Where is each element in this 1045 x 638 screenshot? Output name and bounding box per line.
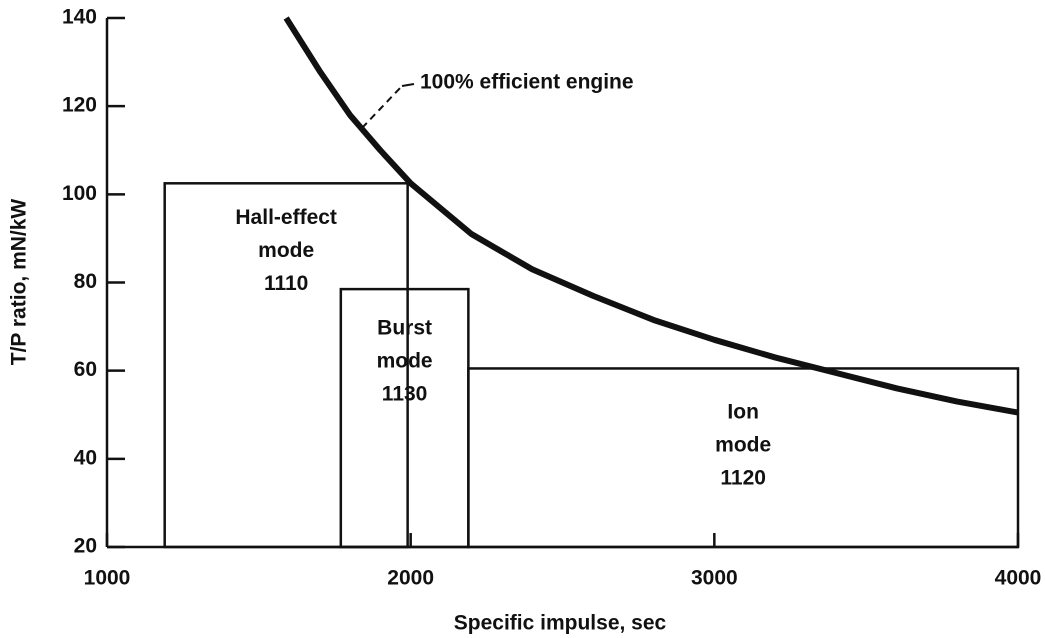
y-tick-label: 120 bbox=[62, 94, 97, 117]
y-axis-label: T/P ratio, mN/kW bbox=[8, 199, 31, 366]
region bbox=[163, 182, 409, 549]
x-axis-label: Specific impulse, sec bbox=[454, 612, 667, 635]
annotation-leader bbox=[401, 83, 415, 87]
y-tick-label: 20 bbox=[74, 535, 97, 558]
y-tick-label: 60 bbox=[74, 358, 97, 381]
region-label: Burst bbox=[377, 317, 432, 340]
y-tick-label: 80 bbox=[74, 270, 97, 293]
x-tick-label: 1000 bbox=[84, 567, 131, 590]
y-tick-label: 40 bbox=[74, 446, 97, 469]
y-tick-label: 100 bbox=[62, 182, 97, 205]
region-label: 1120 bbox=[720, 467, 766, 490]
region bbox=[467, 367, 1020, 549]
region-label: Ion bbox=[727, 401, 759, 424]
region-label: mode bbox=[715, 434, 771, 457]
region-label: mode bbox=[377, 350, 433, 373]
region-label: 1110 bbox=[264, 272, 308, 295]
region-label: mode bbox=[258, 239, 314, 262]
region-label: 1130 bbox=[382, 383, 428, 406]
region-label: Hall-effect bbox=[235, 206, 337, 229]
annotation-leader bbox=[361, 85, 403, 129]
x-tick-label: 4000 bbox=[995, 567, 1042, 590]
x-tick-label: 3000 bbox=[691, 567, 738, 590]
curve bbox=[283, 16, 1019, 416]
y-tick-label: 140 bbox=[62, 6, 97, 29]
x-tick-label: 2000 bbox=[387, 567, 434, 590]
annotation: 100% efficient engine bbox=[420, 71, 634, 94]
